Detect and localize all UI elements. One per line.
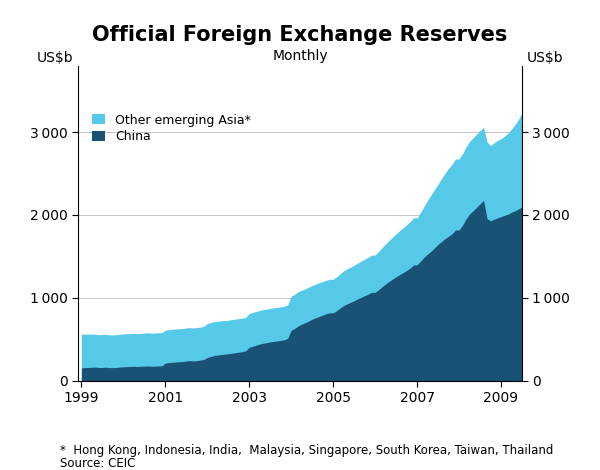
Text: US$b: US$b — [526, 51, 563, 65]
Text: *  Hong Kong, Indonesia, India,  Malaysia, Singapore, South Korea, Taiwan, Thail: * Hong Kong, Indonesia, India, Malaysia,… — [60, 444, 553, 457]
Text: Monthly: Monthly — [272, 49, 328, 63]
Text: US$b: US$b — [37, 51, 74, 65]
Legend: Other emerging Asia*, China: Other emerging Asia*, China — [89, 110, 254, 147]
Text: Source: CEIC: Source: CEIC — [60, 457, 136, 470]
Title: Official Foreign Exchange Reserves: Official Foreign Exchange Reserves — [92, 25, 508, 45]
